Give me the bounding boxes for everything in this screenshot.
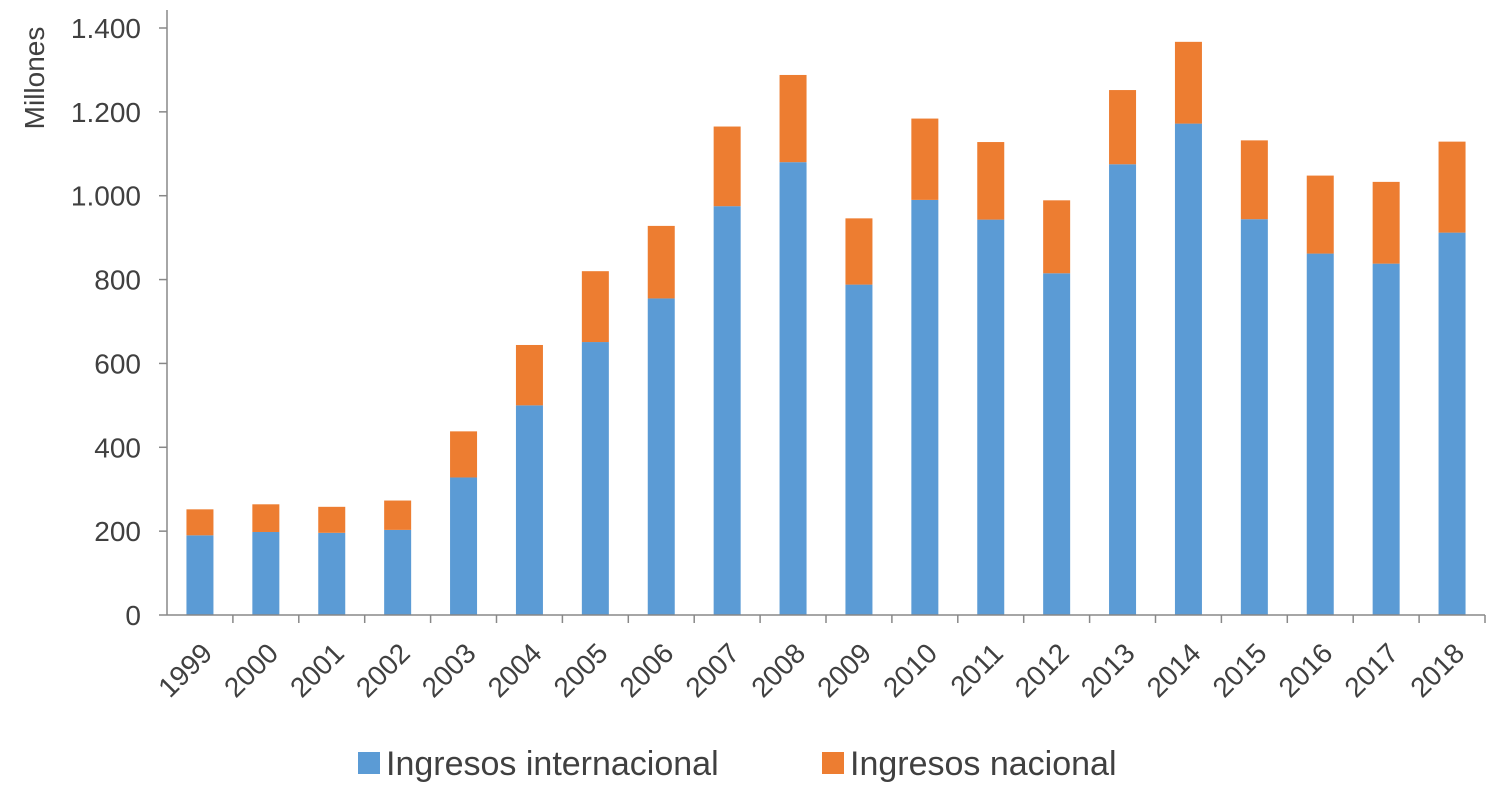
x-tick-label: 2012 [1009,637,1075,703]
bar-ingresos-internacional-2010 [911,199,939,615]
x-tick-label: 2005 [548,637,614,703]
x-tick-label: 1999 [152,637,218,703]
y-tick-label: 1.000 [71,181,141,212]
bar-ingresos-nacional-2005 [581,271,609,343]
x-tick-label: 2007 [679,637,745,703]
bar-ingresos-internacional-2000 [252,531,280,615]
bar-ingresos-nacional-2003 [450,431,478,478]
bar-ingresos-internacional-2018 [1438,232,1466,615]
bar-ingresos-nacional-2012 [1043,200,1071,274]
x-tick-label: 2013 [1075,637,1141,703]
bar-ingresos-internacional-2014 [1174,123,1202,616]
bar-ingresos-nacional-2017 [1372,181,1400,264]
bar-ingresos-internacional-2004 [515,405,543,615]
bar-ingresos-internacional-2006 [647,298,675,615]
x-tick-label: 2000 [218,637,284,703]
x-tick-label: 2002 [350,637,416,703]
legend-label-ingresos-nacional: Ingresos nacional [850,745,1117,783]
bar-ingresos-nacional-2016 [1306,175,1334,254]
x-tick-label: 2008 [745,637,811,703]
bar-ingresos-internacional-2005 [581,342,609,615]
bar-ingresos-internacional-2007 [713,206,741,616]
x-tick-label: 2003 [416,637,482,703]
x-tick-label: 2017 [1338,637,1404,703]
bars-group [186,41,1466,616]
y-tick-label: 1.200 [71,97,141,128]
bar-ingresos-nacional-2018 [1438,141,1466,233]
x-tick-label: 2011 [944,637,1009,702]
y-tick-label: 1.400 [71,13,141,44]
x-tick-label: 2015 [1207,637,1273,703]
bar-ingresos-internacional-1999 [186,535,214,615]
bar-ingresos-nacional-2011 [977,142,1005,220]
x-tick-label: 2001 [284,637,350,703]
bar-ingresos-nacional-1999 [186,509,214,536]
bar-ingresos-nacional-2009 [845,218,873,285]
x-tick-label: 2004 [482,637,548,703]
bar-ingresos-internacional-2015 [1240,219,1268,616]
bar-ingresos-nacional-2014 [1174,41,1202,124]
bar-ingresos-nacional-2008 [779,74,807,163]
x-tick-label: 2014 [1141,637,1207,703]
y-tick-label: 200 [94,516,141,547]
bar-ingresos-internacional-2011 [977,219,1005,615]
y-axis-ticks: 0 200 400 600 800 1.000 1.200 1.400 [71,13,167,631]
bar-ingresos-internacional-2003 [450,477,478,615]
x-tick-label: 2016 [1273,637,1339,703]
bar-ingresos-nacional-2004 [515,344,543,406]
bar-ingresos-nacional-2015 [1240,140,1268,220]
x-tick-label: 2006 [614,637,680,703]
bar-ingresos-nacional-2002 [384,500,412,530]
bar-ingresos-internacional-2009 [845,284,873,615]
legend-swatch-ingresos-internacional [358,752,380,774]
bar-ingresos-nacional-2013 [1109,90,1137,165]
x-tick-label: 2018 [1404,637,1470,703]
bar-ingresos-nacional-2010 [911,118,939,200]
legend-swatch-ingresos-nacional [822,752,844,774]
x-tick-label: 2009 [811,637,877,703]
y-tick-label: 800 [94,265,141,296]
y-axis-title: Millones [19,27,50,130]
bar-ingresos-internacional-2013 [1109,164,1137,615]
y-tick-label: 0 [125,600,141,631]
x-tick-label: 2010 [877,637,943,703]
bar-ingresos-internacional-2016 [1306,253,1334,615]
legend-label-ingresos-internacional: Ingresos internacional [386,745,719,783]
bar-ingresos-internacional-2017 [1372,263,1400,615]
bar-ingresos-nacional-2007 [713,126,741,207]
legend: Ingresos internacional Ingresos nacional [358,745,1117,783]
bar-ingresos-nacional-2000 [252,504,280,532]
bar-ingresos-internacional-2001 [318,532,346,615]
bar-ingresos-nacional-2006 [647,225,675,299]
bar-ingresos-internacional-2012 [1043,273,1071,615]
bar-ingresos-nacional-2001 [318,506,346,533]
y-tick-label: 600 [94,348,141,379]
x-axis-ticks: 1999 2000 2001 2002 2003 2004 2005 2006 2007 2008… [152,615,1486,703]
bar-ingresos-internacional-2008 [779,162,807,615]
y-tick-label: 400 [94,432,141,463]
bar-ingresos-internacional-2002 [384,529,412,615]
